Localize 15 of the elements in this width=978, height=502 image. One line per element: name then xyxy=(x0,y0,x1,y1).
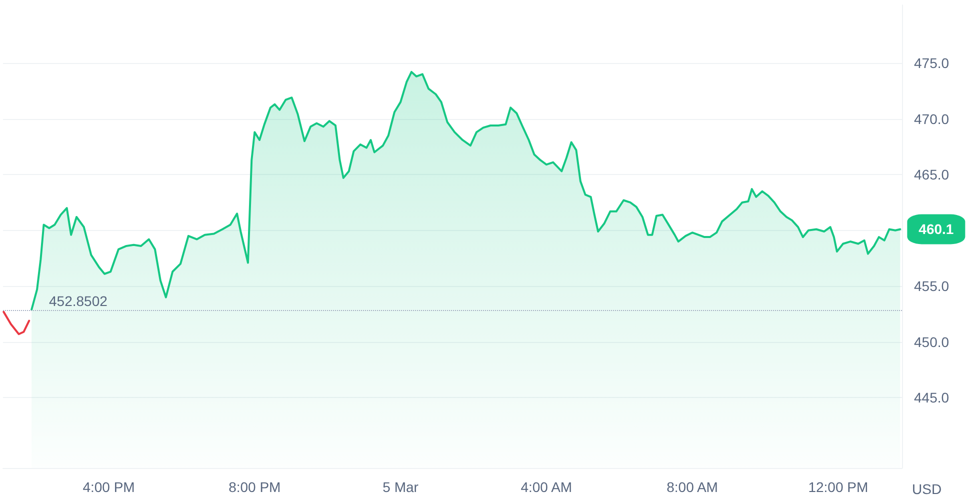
y-axis-title: USD xyxy=(912,481,942,497)
y-tick-label: 450.0 xyxy=(914,334,950,350)
y-tick-label: 475.0 xyxy=(914,55,950,72)
y-tick-label: 465.0 xyxy=(914,166,950,183)
x-tick-label: 4:00 PM xyxy=(82,479,135,495)
y-tick-label: 470.0 xyxy=(914,110,950,127)
x-tick-label: 12:00 PM xyxy=(808,479,868,495)
x-tick-label: 8:00 AM xyxy=(666,479,718,495)
ref-line-label: 452.8502 xyxy=(49,293,108,310)
x-tick-label: 8:00 PM xyxy=(228,479,281,495)
x-tick-label: 4:00 AM xyxy=(520,479,572,495)
annotation: 460.1 xyxy=(918,221,954,238)
y-tick-label: 445.0 xyxy=(914,390,950,406)
x-tick-label: 5 Mar xyxy=(382,479,419,495)
y-tick-label: 455.0 xyxy=(914,278,950,294)
